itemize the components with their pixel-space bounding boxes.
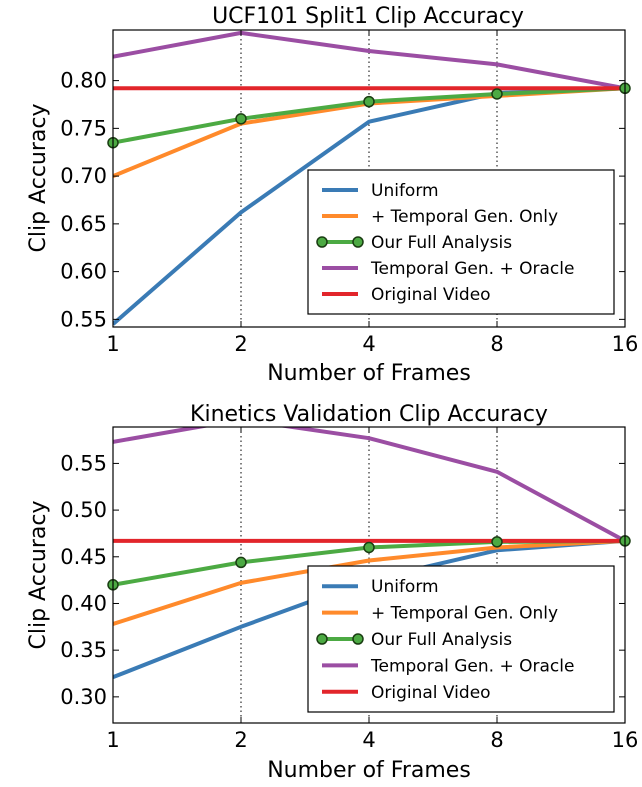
x-tick-label: 2 <box>234 728 247 752</box>
legend-label: Our Full Analysis <box>371 630 512 650</box>
x-tick-label: 16 <box>612 728 639 752</box>
legend-marker <box>352 633 364 645</box>
legend-marker <box>316 633 328 645</box>
series-point <box>491 536 503 548</box>
y-tick-label: 0.45 <box>60 545 107 569</box>
chart-kinetics: 1 2 4 8 16 0.30 0.35 0.40 0.45 0.50 0.55 Kinetics V… <box>26 402 638 783</box>
legend-label: + Temporal Gen. Only <box>371 207 558 227</box>
y-tick-label: 0.40 <box>60 591 107 615</box>
series-point <box>363 541 375 554</box>
y-tick-label: 0.70 <box>60 164 107 188</box>
legend-label: Temporal Gen. + Oracle <box>370 259 574 279</box>
x-tick-label: 16 <box>612 332 639 356</box>
x-tick-label: 4 <box>362 332 375 356</box>
x-axis-label: Number of Frames <box>267 361 471 386</box>
chart-title: Kinetics Validation Clip Accuracy <box>190 402 548 427</box>
legend-label: Original Video <box>371 683 491 703</box>
chart-ucf101: 1 2 4 8 16 0.55 0.60 0.65 0.70 0.75 0.80 UCF101 Spl… <box>26 4 638 386</box>
legend: Uniform + Temporal Gen. Only Our Full Anal… <box>307 169 615 315</box>
series-line <box>113 427 625 543</box>
legend-label: + Temporal Gen. Only <box>371 604 558 624</box>
y-axis-label: Clip Accuracy <box>26 501 51 650</box>
series-line <box>113 538 625 626</box>
y-tick-label: 0.50 <box>60 498 107 522</box>
y-tick-label: 0.35 <box>60 638 107 662</box>
legend-label: Uniform <box>371 181 439 201</box>
legend-label: Uniform <box>371 577 439 597</box>
x-tick-label: 1 <box>106 332 119 356</box>
series-point <box>363 95 375 108</box>
y-tick-label: 0.55 <box>60 307 107 331</box>
legend-marker <box>352 236 364 248</box>
legend: Uniform + Temporal Gen. Only Our Full Anal… <box>307 565 615 713</box>
legend-label: Temporal Gen. + Oracle <box>370 656 574 676</box>
y-tick-label: 0.80 <box>60 69 107 93</box>
x-tick-label: 1 <box>106 728 119 752</box>
x-tick-label: 8 <box>490 332 503 356</box>
series-point <box>235 113 247 125</box>
y-tick-label: 0.30 <box>60 685 107 709</box>
y-tick-label: 0.60 <box>60 260 107 284</box>
x-tick-label: 2 <box>234 332 247 356</box>
legend-label: Original Video <box>371 285 491 305</box>
legend-label: Our Full Analysis <box>371 233 512 253</box>
series-line <box>113 30 625 91</box>
x-tick-label: 8 <box>490 728 503 752</box>
y-axis-label: Clip Accuracy <box>26 104 51 253</box>
y-tick-label: 0.75 <box>60 116 107 140</box>
legend-marker <box>316 236 328 248</box>
x-tick-label: 4 <box>362 728 375 752</box>
x-axis-label: Number of Frames <box>267 758 471 783</box>
chart-title: UCF101 Split1 Clip Accuracy <box>212 4 524 29</box>
series-point <box>235 556 247 569</box>
y-tick-label: 0.65 <box>60 212 107 236</box>
y-tick-label: 0.55 <box>60 451 107 475</box>
series-point <box>491 88 503 100</box>
